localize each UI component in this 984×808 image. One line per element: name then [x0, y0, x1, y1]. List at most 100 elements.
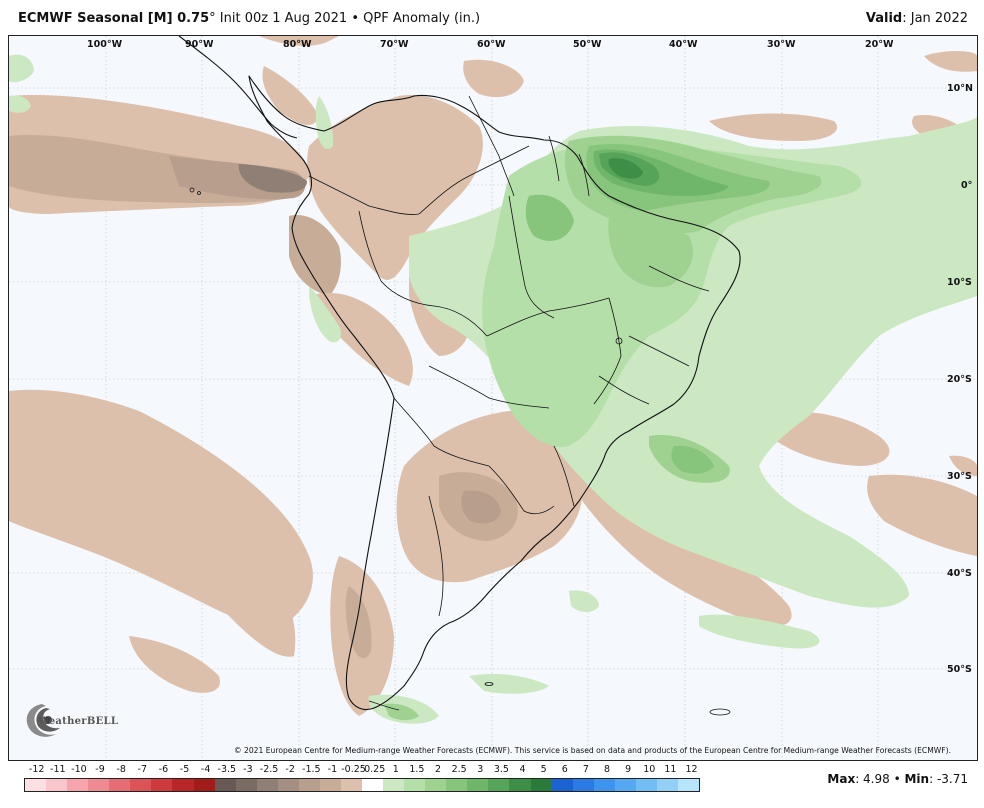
dry-anomaly-areas	[9, 36, 977, 716]
legend-swatch	[88, 779, 110, 791]
islands	[189, 187, 731, 716]
legend-tick-label: 5	[540, 764, 547, 775]
anomaly-map	[9, 36, 977, 760]
max-min-stats: Max: 4.98 • Min: -3.71	[827, 772, 968, 786]
lat-label-40s: 40°S	[947, 568, 972, 579]
legend-tick-label: 6	[561, 764, 568, 775]
legend-tick-label: 1.5	[409, 764, 425, 775]
legend-tick-label: -3.5	[217, 764, 237, 775]
legend-swatch	[151, 779, 173, 791]
lat-label-30s: 30°S	[947, 471, 972, 482]
legend-swatch	[235, 779, 257, 791]
title-details: Init 00z 1 Aug 2021 • QPF Anomaly (in.)	[215, 11, 481, 26]
legend-swatch	[614, 779, 636, 791]
title-bar: ECMWF Seasonal [M] 0.75° Init 00z 1 Aug …	[0, 0, 984, 36]
legend-tick-label: -10	[71, 764, 87, 775]
legend-swatch	[256, 779, 278, 791]
legend-swatch	[193, 779, 215, 791]
lon-label-30w: 30°W	[767, 39, 796, 50]
color-legend: -12 -11 -10 -9 -8 -7 -6 -5 -4 -3.5 -3 -2.5 -2 -1.5 -1-…	[24, 764, 700, 794]
legend-swatch	[677, 779, 699, 791]
lon-label-90w: 90°W	[185, 39, 214, 50]
legend-swatch	[67, 779, 89, 791]
model-name: ECMWF Seasonal [M] 0.75	[18, 11, 210, 26]
legend-swatch	[635, 779, 657, 791]
copyright-notice: © 2021 European Centre for Medium-range …	[234, 746, 951, 755]
legend-tick-label: -4	[200, 764, 211, 775]
legend-swatch	[319, 779, 341, 791]
legend-swatch	[109, 779, 131, 791]
legend-swatch	[214, 779, 236, 791]
legend-tick-label: 3.5	[493, 764, 509, 775]
legend-swatch	[467, 779, 489, 791]
legend-swatch	[46, 779, 68, 791]
legend-swatch	[425, 779, 447, 791]
legend-swatch	[340, 779, 362, 791]
legend-tick-label: -1.5	[302, 764, 321, 775]
legend-swatch	[383, 779, 405, 791]
lat-label-10n: 10°N	[947, 83, 973, 94]
legend-swatch	[488, 779, 510, 791]
legend-tick-label: -5	[179, 764, 190, 775]
lon-label-70w: 70°W	[380, 39, 409, 50]
legend-tick-label: 12	[685, 764, 698, 775]
legend-labels: -12 -11 -10 -9 -8 -7 -6 -5 -4 -3.5 -3 -2.5 -2 -1.5 -1-…	[24, 764, 700, 778]
legend-swatch	[509, 779, 531, 791]
legend-swatch	[656, 779, 678, 791]
legend-tick-label: -2.5	[259, 764, 279, 775]
lon-label-40w: 40°W	[669, 39, 698, 50]
legend-tick-label: 0.25	[364, 764, 386, 775]
legend-tick-label: 4	[519, 764, 526, 775]
legend-tick-label: 8	[604, 764, 611, 775]
legend-tick-label: 2	[435, 764, 442, 775]
legend-tick-label: 2.5	[451, 764, 467, 775]
lat-label-50s: 50°S	[947, 664, 972, 675]
legend-tick-label: 1	[392, 764, 399, 775]
lat-label-0: 0°	[961, 180, 973, 191]
coastlines	[178, 36, 741, 711]
lon-label-100w: 100°W	[87, 39, 123, 50]
valid-time: Valid: Jan 2022	[866, 11, 968, 26]
legend-tick-label: -3	[243, 764, 253, 775]
legend-swatch	[25, 779, 47, 791]
legend-swatch	[593, 779, 615, 791]
valid-value: : Jan 2022	[902, 11, 968, 26]
lat-label-20s: 20°S	[947, 374, 972, 385]
min-label: Min	[904, 772, 930, 786]
legend-swatch	[130, 779, 152, 791]
valid-label: Valid	[865, 11, 903, 26]
legend-tick-label: -0.25	[341, 764, 366, 775]
wet-anomaly-areas	[9, 54, 977, 724]
lon-label-60w: 60°W	[477, 39, 506, 50]
lon-label-50w: 50°W	[573, 39, 602, 50]
lon-label-80w: 80°W	[283, 39, 312, 50]
legend-tick-label: -1	[327, 764, 338, 775]
legend-tick-label: 10	[643, 764, 656, 775]
legend-tick-label: 7	[582, 764, 589, 775]
max-label: Max	[827, 772, 856, 786]
map-area[interactable]: 100°W 90°W 80°W 70°W 60°W 50°W 40°W 30°W…	[8, 35, 978, 761]
legend-color-bar	[24, 778, 700, 792]
legend-tick-label: -11	[50, 764, 66, 775]
legend-swatch	[404, 779, 426, 791]
legend-swatch	[277, 779, 299, 791]
legend-tick-label: 9	[625, 764, 632, 775]
legend-swatch	[446, 779, 468, 791]
lat-label-10s: 10°S	[947, 277, 972, 288]
legend-swatch	[172, 779, 194, 791]
weatherbell-logo: WeatherBELL	[20, 698, 118, 744]
logo-text: WeatherBELL	[38, 716, 119, 727]
legend-tick-label: -9	[95, 764, 105, 775]
logo-swirl-icon	[26, 704, 60, 737]
legend-tick-label: -6	[158, 764, 169, 775]
min-value: : -3.71	[929, 772, 968, 786]
legend-tick-label: -7	[137, 764, 148, 775]
legend-tick-label: 11	[664, 764, 677, 775]
legend-swatch	[551, 779, 573, 791]
country-borders	[308, 95, 710, 617]
map-title: ECMWF Seasonal [M] 0.75° Init 00z 1 Aug …	[18, 11, 480, 26]
legend-swatch	[572, 779, 594, 791]
legend-tick-label: -2	[285, 764, 295, 775]
legend-tick-label: 3	[477, 764, 484, 775]
legend-swatch	[298, 779, 320, 791]
